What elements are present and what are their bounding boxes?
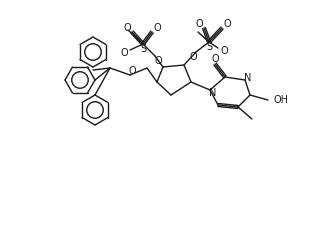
Text: O: O [223, 19, 231, 29]
Text: O: O [120, 48, 128, 58]
Text: O: O [211, 54, 219, 64]
Text: O: O [195, 19, 203, 29]
Text: O: O [123, 23, 131, 33]
Text: OH: OH [274, 95, 289, 105]
Text: S: S [140, 44, 146, 54]
Text: N: N [209, 88, 217, 98]
Text: O: O [189, 52, 197, 62]
Text: S: S [206, 42, 212, 52]
Text: N: N [244, 73, 252, 83]
Text: O: O [128, 66, 136, 76]
Text: O: O [153, 23, 161, 33]
Text: O: O [220, 46, 228, 56]
Text: O: O [154, 56, 162, 66]
